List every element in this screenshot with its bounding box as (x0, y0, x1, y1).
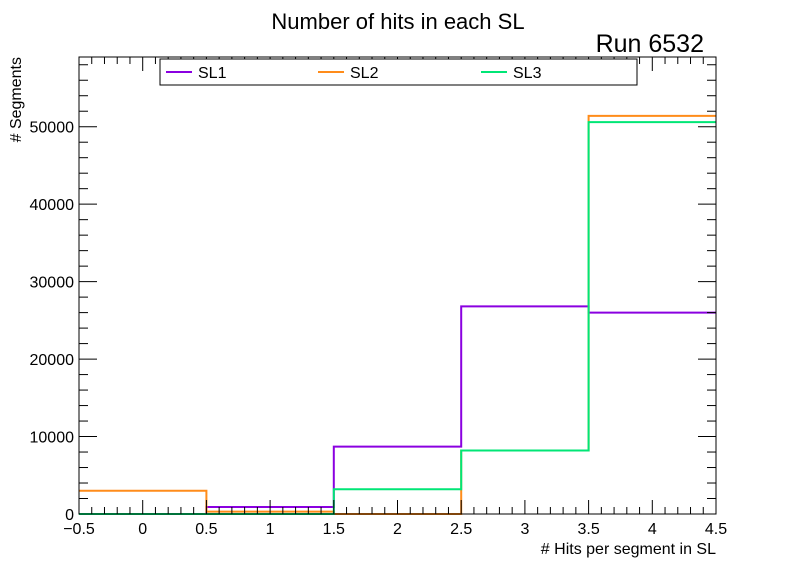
y-axis-label: # Segments (8, 57, 25, 142)
y-tick-label: 30000 (30, 275, 75, 292)
series-sl1-line (79, 305, 716, 515)
y-tick-label: 20000 (30, 352, 75, 369)
legend-box (159, 58, 638, 86)
x-tick-label: 3 (520, 521, 529, 538)
series-sl2-line (79, 114, 716, 515)
y-tick-label: 50000 (30, 120, 75, 137)
y-tick-label: 10000 (30, 430, 75, 447)
x-tick-label: 3.5 (577, 521, 599, 538)
legend-label-sl3: SL3 (513, 65, 542, 82)
x-tick-label: 4.5 (705, 521, 727, 538)
series-layer (79, 114, 716, 515)
x-tick-label: 0.5 (195, 521, 217, 538)
plot-frame (78, 56, 717, 515)
y-tick-label: 40000 (30, 197, 75, 214)
chart-title: Number of hits in each SL (271, 9, 524, 34)
x-tick-label: 2 (393, 521, 402, 538)
x-tick-label: 1.5 (323, 521, 345, 538)
x-axis-label: # Hits per segment in SL (541, 541, 716, 558)
x-tick-label: 2.5 (450, 521, 472, 538)
y-tick-labels: 0 10000 20000 30000 40000 50000 (30, 120, 75, 524)
axis-ticks (78, 57, 717, 515)
x-tick-label: −0.5 (63, 521, 95, 538)
series-sl3-line (79, 121, 716, 515)
x-tick-label: 1 (266, 521, 275, 538)
legend-label-sl1: SL1 (198, 65, 227, 82)
x-tick-label: 0 (138, 521, 147, 538)
legend: SL1 SL2 SL3 (159, 58, 638, 86)
x-tick-labels: −0.5 0 0.5 1 1.5 2 2.5 3 3.5 4 4.5 (63, 521, 727, 538)
legend-label-sl2: SL2 (350, 65, 379, 82)
x-tick-label: 4 (648, 521, 657, 538)
y-tick-label: 0 (65, 507, 74, 524)
run-annotation: Run 6532 (596, 30, 704, 58)
